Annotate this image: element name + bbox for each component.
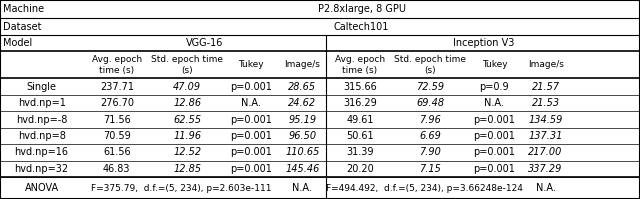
Text: Model: Model: [3, 38, 33, 48]
Text: 50.61: 50.61: [346, 131, 374, 141]
Text: 110.65: 110.65: [285, 147, 319, 157]
Text: Machine: Machine: [3, 4, 44, 14]
Text: 61.56: 61.56: [103, 147, 131, 157]
Text: 12.85: 12.85: [173, 164, 201, 174]
Text: 316.29: 316.29: [343, 98, 377, 108]
Text: 70.59: 70.59: [103, 131, 131, 141]
Text: N.A.: N.A.: [536, 183, 556, 193]
Text: 6.69: 6.69: [419, 131, 442, 141]
Text: 95.19: 95.19: [289, 114, 316, 125]
Text: p=0.001: p=0.001: [230, 147, 272, 157]
Text: Inception V3: Inception V3: [452, 38, 514, 48]
Text: p=0.001: p=0.001: [230, 131, 272, 141]
Text: p=0.001: p=0.001: [474, 114, 515, 125]
Text: 28.65: 28.65: [289, 82, 316, 92]
Text: Image/s: Image/s: [527, 60, 564, 69]
Text: p=0.001: p=0.001: [230, 82, 272, 92]
Text: p=0.001: p=0.001: [230, 164, 272, 174]
Text: F=375.79,  d.f.=(5, 234), p=2.603e-111: F=375.79, d.f.=(5, 234), p=2.603e-111: [90, 183, 271, 193]
Text: hvd.np=16: hvd.np=16: [15, 147, 68, 157]
Text: VGG-16: VGG-16: [186, 38, 223, 48]
Text: 7.96: 7.96: [419, 114, 442, 125]
Text: 69.48: 69.48: [417, 98, 444, 108]
Text: 21.53: 21.53: [532, 98, 559, 108]
Text: N.A.: N.A.: [484, 98, 504, 108]
Text: 337.29: 337.29: [529, 164, 563, 174]
Text: p=0.001: p=0.001: [474, 147, 515, 157]
Text: 145.46: 145.46: [285, 164, 319, 174]
Text: Dataset: Dataset: [3, 21, 42, 32]
Text: Tukey: Tukey: [481, 60, 508, 69]
Text: 12.52: 12.52: [173, 147, 201, 157]
Text: p=0.001: p=0.001: [230, 114, 272, 125]
Text: 71.56: 71.56: [103, 114, 131, 125]
Text: 49.61: 49.61: [346, 114, 374, 125]
Text: 7.90: 7.90: [419, 147, 442, 157]
Text: Caltech101: Caltech101: [334, 21, 389, 32]
Text: 276.70: 276.70: [100, 98, 134, 108]
Text: 62.55: 62.55: [173, 114, 201, 125]
Text: hvd.np=1: hvd.np=1: [18, 98, 65, 108]
Text: p=0.9: p=0.9: [479, 82, 509, 92]
Text: hvd.np=32: hvd.np=32: [15, 164, 68, 174]
Text: Std. epoch time
(s): Std. epoch time (s): [151, 55, 223, 74]
Text: 137.31: 137.31: [529, 131, 563, 141]
Text: 20.20: 20.20: [346, 164, 374, 174]
Text: 7.15: 7.15: [419, 164, 442, 174]
Text: 12.86: 12.86: [173, 98, 201, 108]
Text: p=0.001: p=0.001: [474, 131, 515, 141]
Text: hvd.np=8: hvd.np=8: [18, 131, 65, 141]
Text: 46.83: 46.83: [103, 164, 131, 174]
Text: 315.66: 315.66: [343, 82, 377, 92]
Text: P2.8xlarge, 8 GPU: P2.8xlarge, 8 GPU: [317, 4, 406, 14]
Text: Avg. epoch
time (s): Avg. epoch time (s): [335, 55, 385, 74]
Text: N.A.: N.A.: [241, 98, 261, 108]
Text: Std. epoch time
(s): Std. epoch time (s): [394, 55, 467, 74]
Text: Tukey: Tukey: [238, 60, 264, 69]
Text: p=0.001: p=0.001: [474, 164, 515, 174]
Text: Single: Single: [27, 82, 56, 92]
Text: 237.71: 237.71: [100, 82, 134, 92]
Text: N.A.: N.A.: [292, 183, 312, 193]
Text: 21.57: 21.57: [532, 82, 559, 92]
Text: 31.39: 31.39: [346, 147, 374, 157]
Text: Avg. epoch
time (s): Avg. epoch time (s): [92, 55, 142, 74]
Text: F=494.492,  d.f.=(5, 234), p=3.66248e-124: F=494.492, d.f.=(5, 234), p=3.66248e-124: [326, 183, 522, 193]
Text: 217.00: 217.00: [529, 147, 563, 157]
Text: hvd.np=-8: hvd.np=-8: [16, 114, 67, 125]
Text: 96.50: 96.50: [289, 131, 316, 141]
Text: 24.62: 24.62: [289, 98, 316, 108]
Text: 47.09: 47.09: [173, 82, 201, 92]
Text: Image/s: Image/s: [284, 60, 321, 69]
Text: 72.59: 72.59: [417, 82, 444, 92]
Text: 134.59: 134.59: [529, 114, 563, 125]
Text: 11.96: 11.96: [173, 131, 201, 141]
Text: ANOVA: ANOVA: [24, 183, 59, 193]
